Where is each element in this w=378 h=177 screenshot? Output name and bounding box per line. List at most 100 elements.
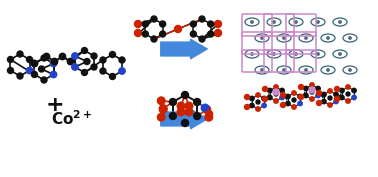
Circle shape <box>340 95 344 100</box>
Circle shape <box>328 89 332 93</box>
Circle shape <box>268 95 272 100</box>
Circle shape <box>256 93 260 97</box>
Circle shape <box>299 84 304 90</box>
FancyArrowPatch shape <box>161 39 207 59</box>
Text: +: + <box>46 95 64 115</box>
Circle shape <box>310 83 314 87</box>
Circle shape <box>305 37 307 39</box>
Circle shape <box>43 53 50 60</box>
Circle shape <box>262 96 268 101</box>
Circle shape <box>169 113 177 119</box>
Circle shape <box>185 102 193 110</box>
Circle shape <box>206 110 212 118</box>
Circle shape <box>286 94 290 99</box>
Text: $\mathbf{Co}^{\mathbf{2+}}$: $\mathbf{Co}^{\mathbf{2+}}$ <box>51 110 93 128</box>
Circle shape <box>82 70 87 76</box>
Circle shape <box>327 37 329 39</box>
Circle shape <box>334 92 338 97</box>
Circle shape <box>346 99 350 103</box>
Circle shape <box>157 97 165 105</box>
Circle shape <box>8 67 14 73</box>
Circle shape <box>194 98 201 105</box>
Circle shape <box>201 104 209 112</box>
Circle shape <box>352 88 356 93</box>
Circle shape <box>191 21 196 27</box>
Circle shape <box>50 60 57 67</box>
Circle shape <box>119 68 125 74</box>
Circle shape <box>328 103 332 107</box>
Circle shape <box>280 88 284 93</box>
Circle shape <box>328 96 332 100</box>
Circle shape <box>160 106 167 113</box>
Circle shape <box>304 86 308 91</box>
Circle shape <box>292 98 296 102</box>
Circle shape <box>268 88 272 93</box>
Circle shape <box>160 31 166 37</box>
Circle shape <box>72 53 78 59</box>
Circle shape <box>100 68 106 74</box>
Circle shape <box>199 36 205 42</box>
Circle shape <box>262 87 268 92</box>
Circle shape <box>349 37 351 39</box>
Circle shape <box>250 103 254 108</box>
Circle shape <box>273 89 279 95</box>
Circle shape <box>256 100 260 104</box>
Circle shape <box>151 16 157 22</box>
Circle shape <box>295 53 297 55</box>
Circle shape <box>110 52 115 58</box>
Circle shape <box>283 69 285 71</box>
Circle shape <box>91 64 97 70</box>
Circle shape <box>17 73 23 79</box>
Circle shape <box>316 86 320 91</box>
Circle shape <box>26 56 33 62</box>
Circle shape <box>208 21 214 27</box>
Circle shape <box>177 108 185 116</box>
Circle shape <box>352 95 356 100</box>
Circle shape <box>322 99 326 104</box>
Circle shape <box>339 21 341 23</box>
Circle shape <box>316 93 320 98</box>
Circle shape <box>317 53 319 55</box>
Circle shape <box>41 55 47 61</box>
Circle shape <box>286 101 290 106</box>
Circle shape <box>304 93 308 98</box>
Circle shape <box>175 25 181 33</box>
Circle shape <box>100 57 106 63</box>
Circle shape <box>274 92 278 96</box>
Circle shape <box>316 101 322 105</box>
Circle shape <box>262 103 266 108</box>
Circle shape <box>135 21 141 27</box>
Circle shape <box>208 31 214 37</box>
Circle shape <box>41 77 47 83</box>
Circle shape <box>191 31 196 37</box>
Circle shape <box>67 58 74 65</box>
Circle shape <box>177 102 185 110</box>
Circle shape <box>143 21 148 27</box>
Circle shape <box>309 87 315 93</box>
Circle shape <box>51 58 58 65</box>
Circle shape <box>280 93 285 98</box>
Circle shape <box>160 105 167 112</box>
Circle shape <box>151 36 157 42</box>
Circle shape <box>181 119 189 127</box>
Circle shape <box>72 64 78 70</box>
Circle shape <box>119 57 125 63</box>
Circle shape <box>84 59 90 64</box>
Circle shape <box>157 113 165 121</box>
Circle shape <box>349 69 351 71</box>
Circle shape <box>160 21 166 27</box>
Circle shape <box>110 73 115 79</box>
Circle shape <box>199 16 205 22</box>
Circle shape <box>340 88 344 93</box>
Circle shape <box>346 85 350 89</box>
Circle shape <box>322 92 326 97</box>
Circle shape <box>283 37 285 39</box>
Circle shape <box>346 92 350 96</box>
Circle shape <box>280 102 285 107</box>
Circle shape <box>273 21 275 23</box>
Circle shape <box>50 71 57 78</box>
Circle shape <box>261 37 263 39</box>
Circle shape <box>26 67 33 74</box>
Circle shape <box>261 69 263 71</box>
Circle shape <box>17 51 23 57</box>
